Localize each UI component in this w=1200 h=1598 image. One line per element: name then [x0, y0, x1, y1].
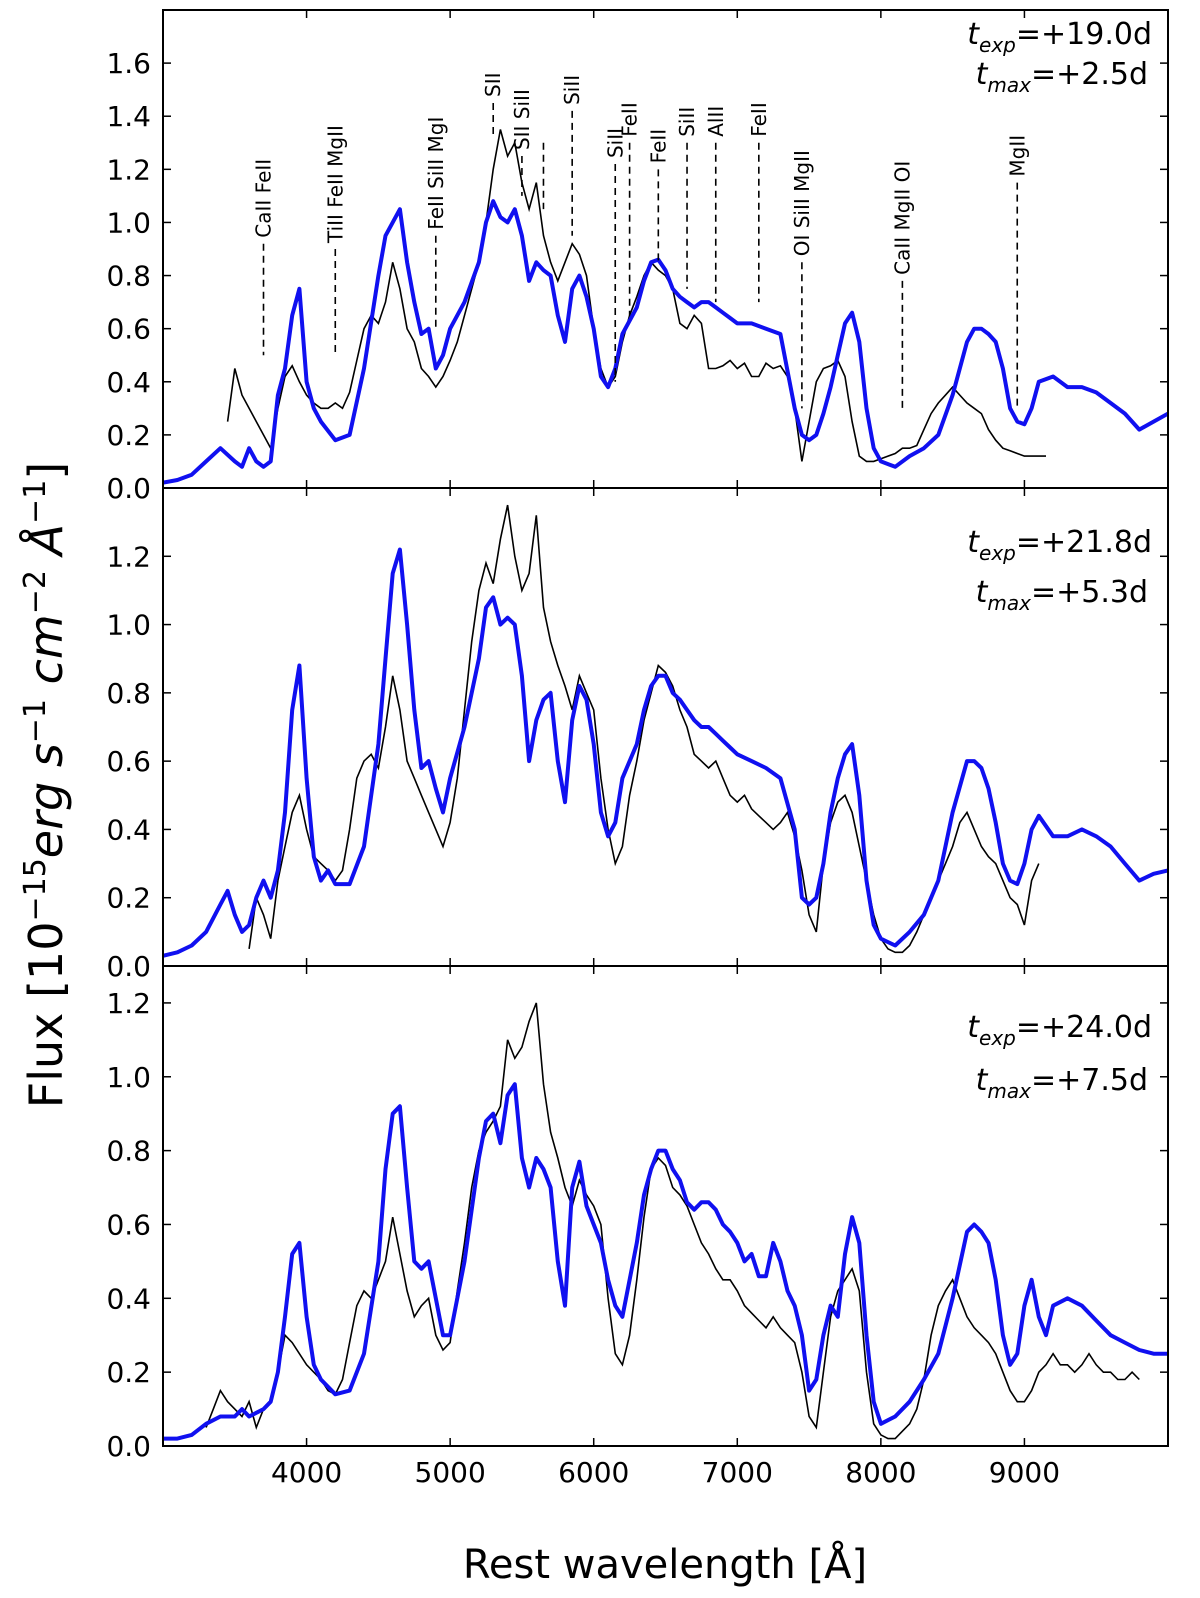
y-tick-label: 0.2: [106, 1356, 151, 1389]
y-tick-label: 0.8: [106, 677, 151, 710]
line-id-label: OI SiII MgII: [790, 150, 814, 256]
x-tick-label: 7000: [702, 1456, 773, 1489]
line-id-label: SII SiII: [510, 89, 534, 150]
y-tick-label: 0.0: [106, 1430, 151, 1463]
y-tick-label: 0.2: [106, 882, 151, 915]
epoch-tmax: tmax=+2.5d: [976, 57, 1148, 97]
y-tick-label: 1.4: [106, 100, 151, 133]
x-axis-label: Rest wavelength [Å]: [463, 1540, 867, 1588]
y-tick-label: 0.6: [106, 1208, 151, 1241]
panel-top: CaII FeII TiII FeII MgII FeII SiII MgISIIS…: [106, 9, 1169, 505]
y-axis-label: Flux [10−15erg s−1 cm−2 Å−1]: [18, 462, 74, 1109]
observed-spectrum-line: [205, 1002, 1140, 1440]
y-tick-label: 0.4: [106, 813, 151, 846]
line-id-label: FeII: [747, 102, 771, 137]
line-id-label: CaII MgII OI: [890, 161, 914, 275]
y-tick-label: 0.8: [106, 1135, 151, 1168]
y-tick-label: 0.4: [106, 1282, 151, 1315]
line-id-label: CaII FeII: [252, 159, 276, 238]
line-id-label: TiII FeII MgII: [323, 125, 347, 244]
y-tick-label: 1.2: [106, 540, 151, 573]
y-tick-label: 0.4: [106, 366, 151, 399]
line-id-label: SiII: [675, 107, 699, 137]
x-tick-label: 8000: [845, 1456, 916, 1489]
epoch-tmax: tmax=+7.5d: [976, 1063, 1148, 1103]
y-tick-label: 1.0: [106, 609, 151, 642]
curves: [163, 129, 1168, 485]
model-spectrum-line: [163, 199, 1168, 485]
y-tick-label: 1.6: [106, 47, 151, 80]
line-id-label: FeII: [646, 129, 670, 164]
line-id-label: MgII: [1005, 135, 1029, 177]
x-tick-label: 6000: [558, 1456, 629, 1489]
panel-middle: 0.0 0.2 0.4 0.6 0.8 1.0 1.2 texp=+21.8d tmax=+…: [106, 487, 1169, 983]
line-id-label: FeII: [618, 102, 642, 137]
panel-bottom: 0.0 0.2 0.4 0.6 0.8 1.0 1.2 4000 5000 6000 7000 800…: [106, 965, 1169, 1489]
y-tick-label: 0.6: [106, 313, 151, 346]
panel-frame: [162, 965, 1169, 1447]
y-tick-label: 1.0: [106, 206, 151, 239]
line-id-label: SiII: [603, 128, 627, 158]
line-id-label: FeII SiII MgI: [424, 117, 448, 230]
y-tick-label: 1.2: [106, 987, 151, 1020]
epoch-texp: texp=+19.0d: [967, 17, 1152, 57]
line-id-label: SII: [481, 72, 505, 97]
line-id-label: AlII: [704, 106, 728, 137]
observed-spectrum-line: [248, 504, 1040, 954]
model-spectrum-line: [163, 547, 1168, 958]
observed-spectrum-line: [226, 129, 1046, 463]
y-tick-label: 0.2: [106, 419, 151, 452]
y-tick-label: 0.6: [106, 745, 151, 778]
y-tick-label: 0.0: [106, 950, 151, 983]
epoch-texp: texp=+21.8d: [967, 525, 1152, 565]
x-tick-label: 4000: [271, 1456, 342, 1489]
y-tick-label: 0.0: [106, 472, 151, 505]
line-id-label: SiII: [560, 75, 584, 105]
epoch-tmax: tmax=+5.3d: [976, 575, 1148, 615]
y-tick-label: 1.2: [106, 153, 151, 186]
x-tick-label: 9000: [989, 1456, 1060, 1489]
x-tick-label: 5000: [415, 1456, 486, 1489]
y-tick-label: 1.0: [106, 1061, 151, 1094]
y-tick-label: 0.8: [106, 260, 151, 293]
epoch-texp: texp=+24.0d: [967, 1010, 1152, 1050]
curves: [163, 504, 1168, 958]
model-spectrum-line: [163, 1082, 1168, 1441]
curves: [163, 1002, 1168, 1441]
